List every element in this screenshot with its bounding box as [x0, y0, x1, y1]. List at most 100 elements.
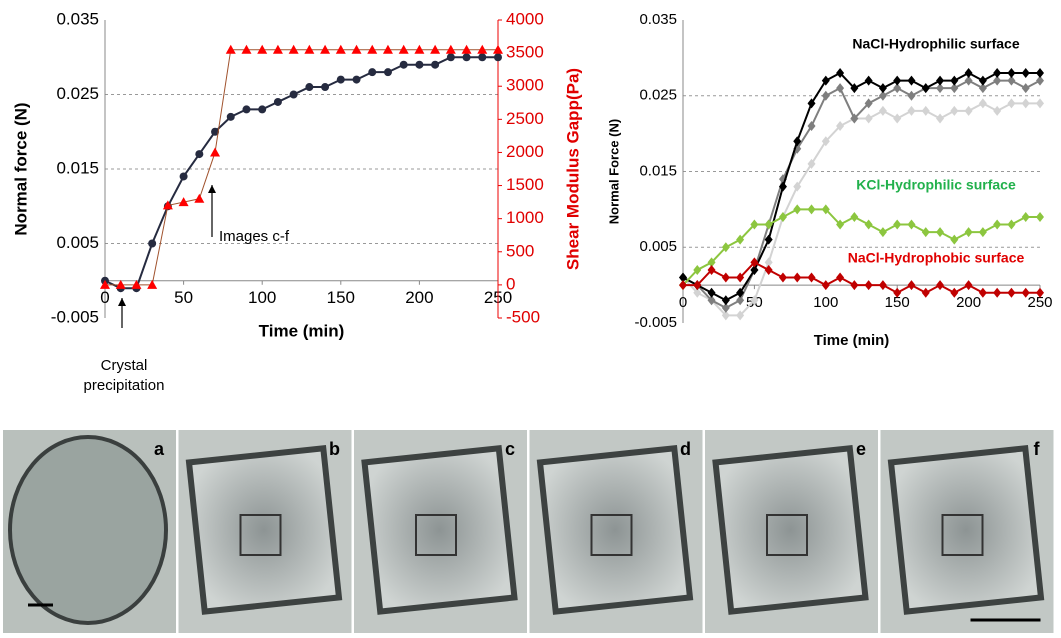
data-point — [336, 75, 345, 84]
data-point — [821, 90, 830, 101]
data-point — [1021, 98, 1030, 109]
series-label: KCl-Hydrophilic surface — [856, 177, 1016, 193]
data-point — [352, 75, 361, 84]
data-point — [707, 295, 716, 306]
series-label: NaCl-Hydrophilic surface — [852, 36, 1019, 52]
data-point — [950, 234, 959, 245]
data-point — [305, 83, 314, 92]
data-point — [445, 44, 456, 54]
y-tick-label: 0.025 — [56, 84, 99, 103]
data-point — [148, 239, 157, 248]
data-point — [131, 279, 142, 289]
data-point — [950, 105, 959, 116]
data-point — [1036, 75, 1044, 86]
data-point — [258, 105, 267, 114]
data-point — [907, 280, 916, 291]
x-tick-label: 200 — [405, 288, 433, 307]
data-point — [367, 44, 378, 54]
data-point — [288, 44, 299, 54]
panel-label: c — [505, 439, 515, 459]
data-point — [679, 280, 687, 291]
panel-label: e — [856, 439, 866, 459]
y-tick-label: -0.005 — [634, 314, 677, 331]
data-point — [907, 90, 916, 101]
series-line — [682, 102, 1040, 317]
data-point — [893, 219, 902, 230]
series-line — [105, 49, 498, 286]
annotation: Images c-f — [219, 228, 290, 245]
data-point — [195, 150, 204, 159]
data-point — [211, 127, 220, 136]
data-point — [494, 53, 502, 62]
x-tick-label: 50 — [174, 288, 193, 307]
y-tick-label: 0.005 — [56, 233, 99, 252]
data-point — [793, 272, 802, 283]
y-axis-label: Normal Force (N) — [606, 119, 621, 224]
data-point — [936, 227, 945, 238]
data-point — [693, 264, 702, 275]
data-point — [764, 219, 773, 230]
data-point — [878, 83, 887, 94]
panel-label: d — [680, 439, 691, 459]
data-point — [736, 287, 745, 298]
data-point — [1007, 98, 1016, 109]
data-point — [477, 44, 488, 54]
series-line — [682, 79, 1041, 309]
annotation: Crystal precipitation — [84, 357, 165, 394]
data-point — [907, 219, 916, 230]
y-tick-label: 0.015 — [639, 162, 677, 179]
data-point — [964, 105, 973, 116]
y2-tick-label: 4000 — [506, 9, 544, 28]
panel-label: a — [154, 439, 165, 459]
data-point — [893, 287, 902, 298]
y2-axis-label: Shear Modulus Gapp(Pa) — [563, 68, 582, 270]
data-point — [273, 97, 282, 106]
data-point — [936, 75, 945, 86]
data-point — [1036, 68, 1044, 79]
arrow-head — [118, 298, 126, 306]
data-point — [750, 257, 759, 268]
series-label: NaCl-Hydrophobic surface — [848, 250, 1025, 266]
data-point — [1036, 98, 1044, 109]
data-point — [750, 295, 759, 306]
data-point — [864, 75, 873, 86]
data-point — [162, 200, 173, 210]
crystal-core — [766, 514, 808, 556]
panel-label: f — [1034, 439, 1041, 459]
data-point — [993, 105, 1002, 116]
data-point — [936, 113, 945, 124]
data-point — [821, 75, 830, 86]
data-point — [750, 264, 759, 275]
crystal-core — [239, 514, 282, 556]
data-point — [736, 234, 745, 245]
data-point — [778, 211, 787, 222]
data-point — [821, 136, 830, 147]
data-point — [807, 98, 816, 109]
data-point — [721, 242, 730, 253]
y2-tick-label: -500 — [506, 307, 540, 326]
data-point — [707, 287, 716, 298]
data-point — [836, 83, 845, 94]
data-point — [793, 204, 802, 215]
data-point — [850, 83, 859, 94]
data-point — [179, 172, 188, 181]
data-point — [978, 287, 987, 298]
data-point — [821, 280, 830, 291]
data-point — [878, 280, 887, 291]
x-tick-label: 250 — [1027, 294, 1052, 311]
crystal — [185, 445, 343, 615]
arrow-head — [208, 185, 216, 193]
data-point — [241, 44, 252, 54]
data-point — [242, 105, 251, 114]
y2-tick-label: 500 — [506, 241, 534, 260]
data-point — [736, 310, 745, 321]
data-point — [964, 280, 973, 291]
data-point — [950, 287, 959, 298]
y-tick-label: 0.015 — [56, 158, 99, 177]
data-point — [1036, 287, 1044, 298]
x-tick-label: 100 — [248, 288, 276, 307]
data-point — [321, 83, 330, 92]
y-tick-label: -0.005 — [51, 307, 99, 326]
data-point — [721, 310, 730, 321]
